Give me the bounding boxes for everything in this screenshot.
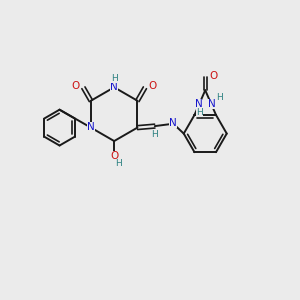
Text: H: H bbox=[217, 93, 223, 102]
Text: N: N bbox=[169, 118, 177, 128]
Text: H: H bbox=[111, 74, 118, 83]
Text: O: O bbox=[209, 71, 218, 81]
Text: O: O bbox=[149, 81, 157, 91]
Text: N: N bbox=[194, 99, 202, 109]
Text: H: H bbox=[115, 159, 122, 168]
Text: O: O bbox=[71, 81, 80, 91]
Text: O: O bbox=[110, 151, 118, 161]
Text: H: H bbox=[152, 130, 158, 139]
Text: N: N bbox=[208, 99, 216, 109]
Text: H: H bbox=[196, 108, 203, 117]
Text: N: N bbox=[110, 82, 118, 92]
Text: N: N bbox=[87, 122, 95, 132]
